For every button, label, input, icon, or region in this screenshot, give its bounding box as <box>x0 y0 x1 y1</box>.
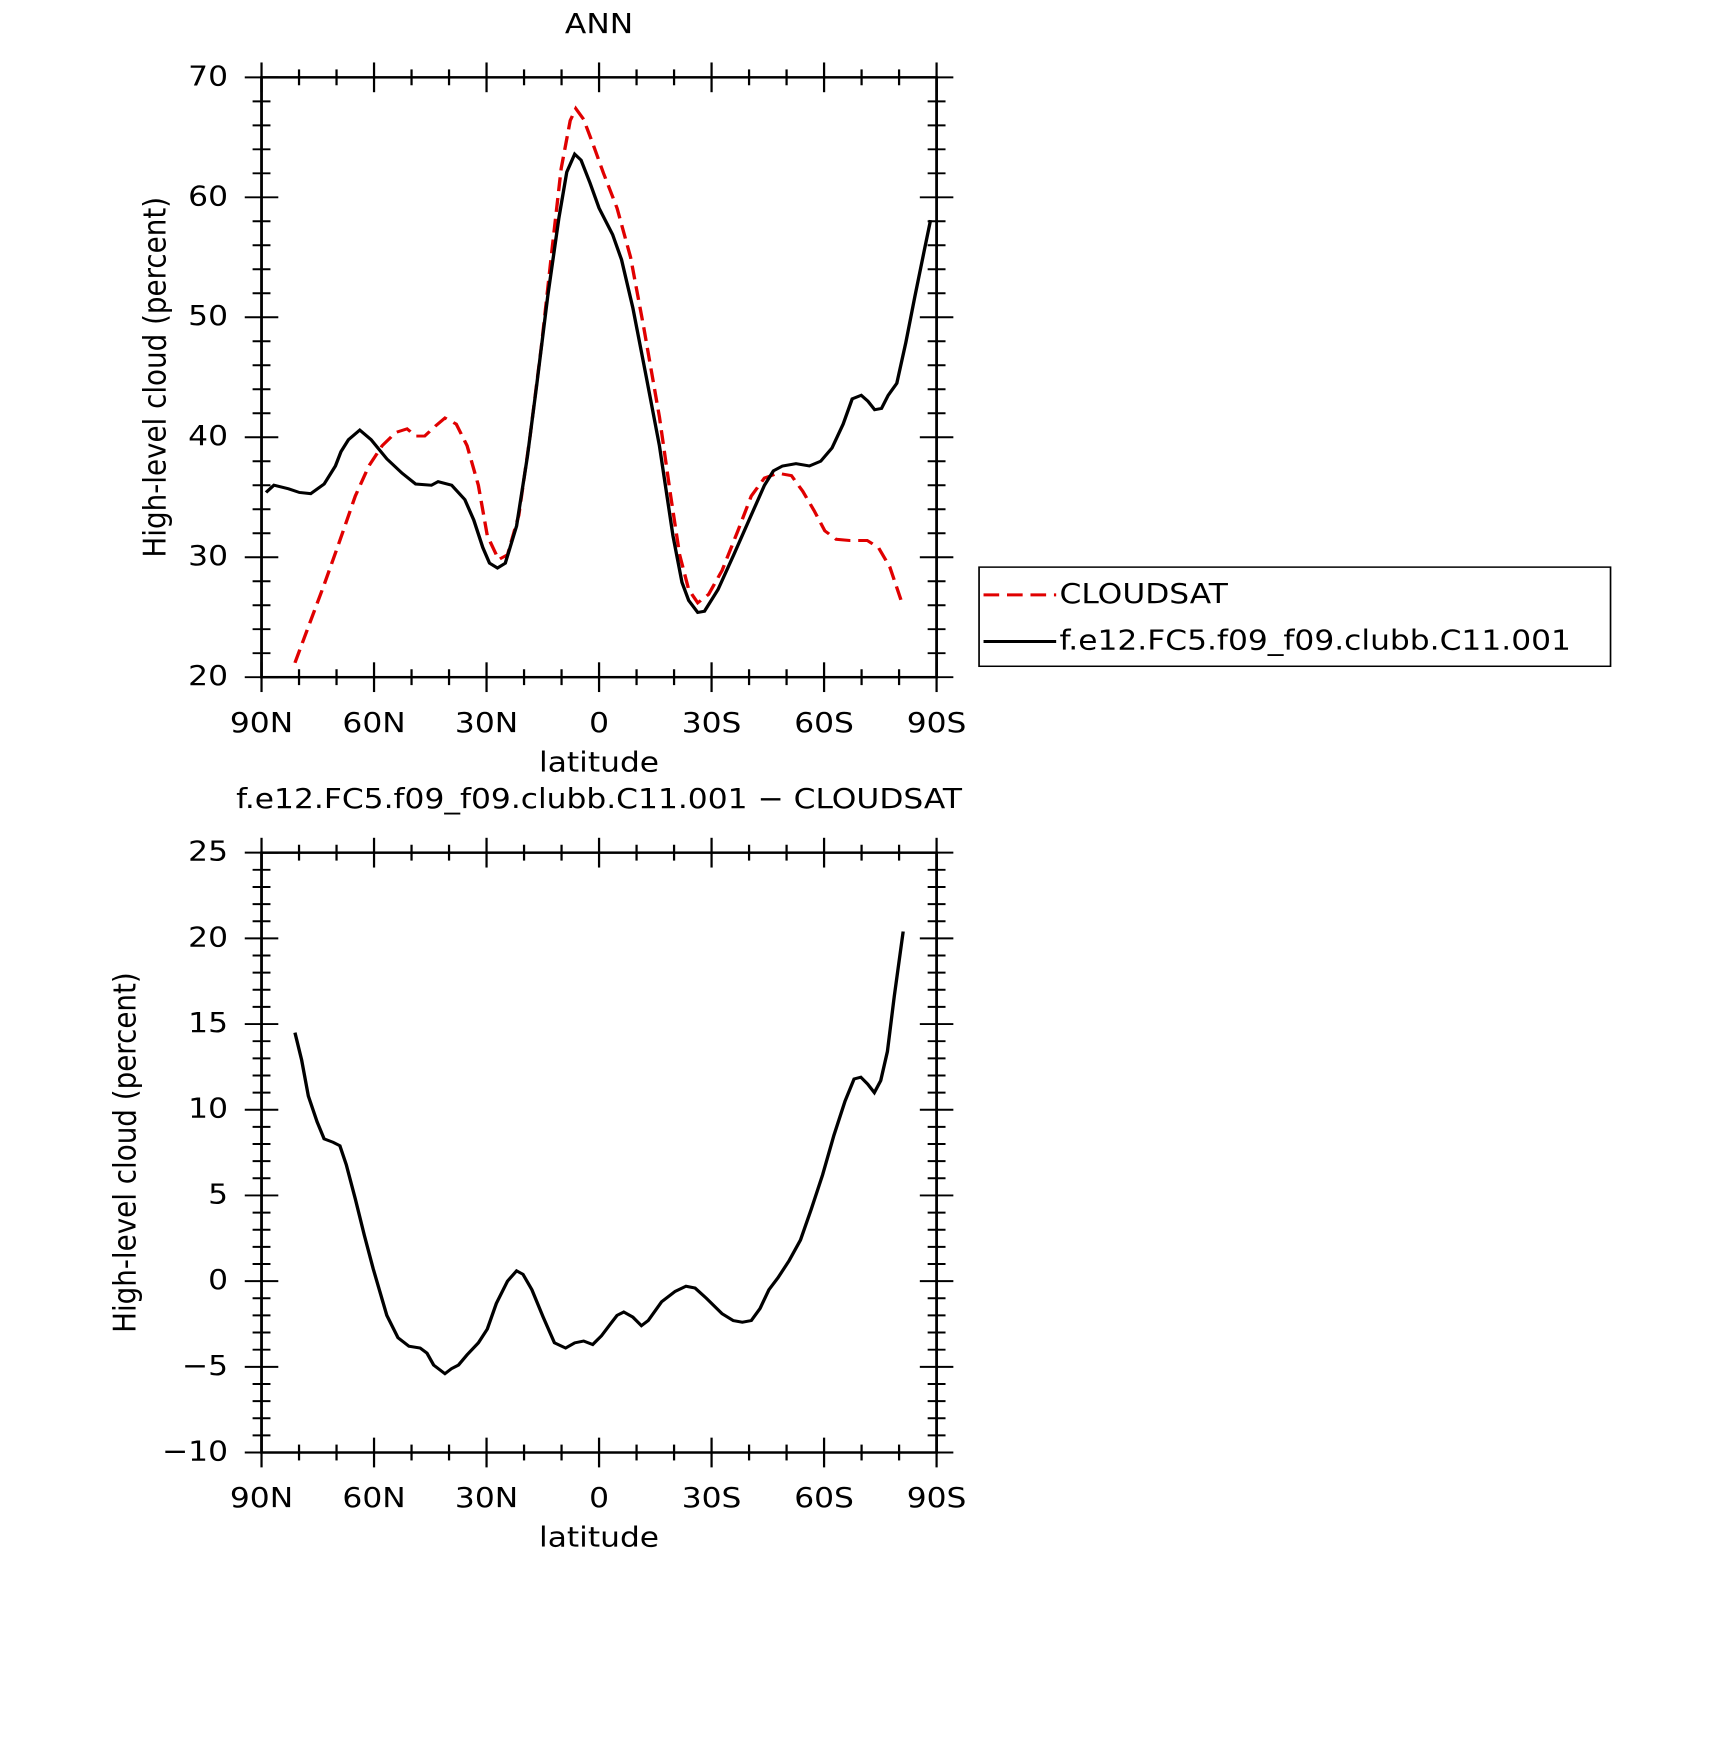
x-tick-label: 30N <box>455 1482 518 1514</box>
data-line <box>293 931 905 1376</box>
x-tick-label: 60N <box>342 706 405 738</box>
x-tick-label: 90S <box>907 706 967 738</box>
y-axis-label: High-level cloud (percent) <box>137 197 173 558</box>
legend-label: f.e12.FC5.f09_f09.clubb.C11.001 <box>1060 624 1571 656</box>
x-axis-label: latitude <box>539 1521 659 1553</box>
chart-title: ANN <box>565 7 633 39</box>
x-tick-label: 30N <box>455 706 518 738</box>
y-tick-label: 40 <box>188 420 228 452</box>
y-tick-label: 25 <box>188 835 228 867</box>
legend-box <box>978 566 1612 668</box>
y-axis-label: High-level cloud (percent) <box>107 972 143 1333</box>
y-tick-label: 15 <box>188 1007 228 1039</box>
plot-frame <box>260 851 938 1454</box>
y-tick-label: 70 <box>188 60 228 92</box>
data-line <box>264 151 933 615</box>
x-tick-label: 0 <box>589 1482 609 1514</box>
x-tick-label: 90S <box>907 1482 967 1514</box>
y-tick-label: 50 <box>188 300 228 332</box>
y-tick-label: 30 <box>188 540 228 572</box>
y-tick-label: 10 <box>188 1092 228 1124</box>
legend-label: CLOUDSAT <box>1060 578 1229 610</box>
y-tick-label: −10 <box>162 1435 228 1467</box>
x-tick-label: 60N <box>342 1482 405 1514</box>
y-tick-label: 20 <box>188 660 228 692</box>
x-tick-label: 60S <box>794 1482 854 1514</box>
x-tick-label: 0 <box>589 706 609 738</box>
y-tick-label: 5 <box>208 1178 228 1210</box>
x-tick-label: 90N <box>230 1482 293 1514</box>
x-tick-label: 30S <box>682 1482 742 1514</box>
x-tick-label: 90N <box>230 706 293 738</box>
x-tick-label: 30S <box>682 706 742 738</box>
plot-frame <box>260 76 938 679</box>
y-tick-label: 60 <box>188 180 228 212</box>
chart-title: f.e12.FC5.f09_f09.clubb.C11.001 − CLOUDS… <box>236 783 963 815</box>
x-axis-label: latitude <box>539 746 659 778</box>
y-tick-label: 0 <box>208 1264 228 1296</box>
data-line <box>293 105 905 664</box>
y-tick-label: 20 <box>188 921 228 953</box>
y-tick-label: −5 <box>182 1349 228 1381</box>
x-tick-label: 60S <box>794 706 854 738</box>
